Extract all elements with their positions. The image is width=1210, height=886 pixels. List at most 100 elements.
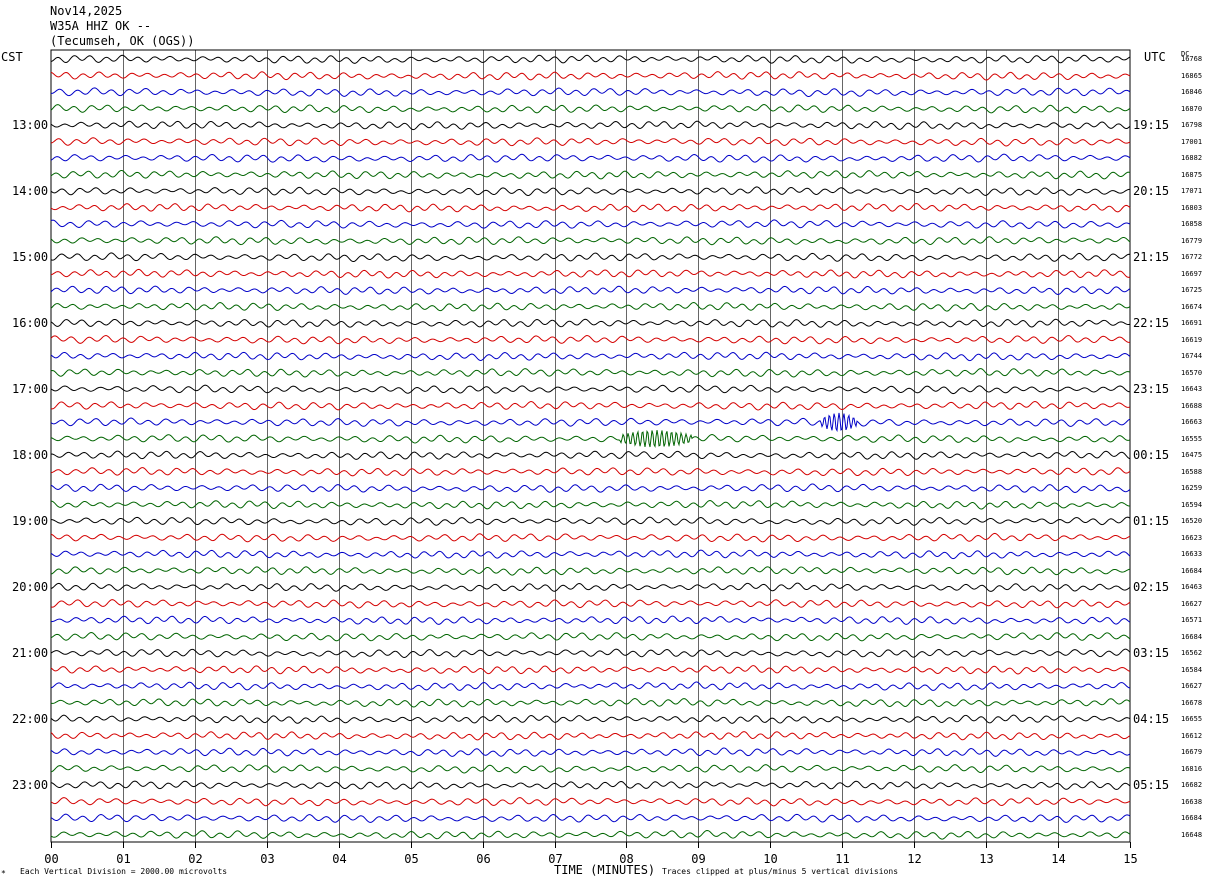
dc-offset-label: 16627	[1181, 599, 1203, 608]
dc-offset-label: 16619	[1181, 335, 1203, 344]
dc-offset-label: 16520	[1181, 517, 1203, 526]
dc-offset-label: 16475	[1181, 451, 1203, 460]
dc-offset-label: 16679	[1181, 748, 1203, 757]
trace-row	[50, 500, 1131, 510]
cst-hour-label: 16:00	[12, 316, 49, 331]
dc-offset-label: 16684	[1181, 814, 1203, 823]
cst-hour-label: 22:00	[12, 712, 49, 727]
trace-row	[50, 186, 1131, 197]
trace-row	[50, 813, 1131, 823]
trace-row	[50, 764, 1131, 774]
x-tick-label: 15	[1123, 852, 1138, 866]
trace-row	[50, 483, 1131, 493]
dc-offset-label: 16772	[1181, 253, 1203, 262]
header-location: (Tecumseh, OK (OGS))	[50, 34, 195, 48]
header-date: Nov14,2025	[50, 4, 123, 18]
dc-offset-label: 16684	[1181, 566, 1203, 575]
x-tick-label: 02	[188, 852, 203, 866]
utc-hour-label: 23:15	[1133, 382, 1170, 397]
x-tick-label: 04	[332, 852, 347, 866]
cst-hour-label: 17:00	[12, 382, 49, 397]
trace-row	[50, 368, 1131, 378]
dc-offset-label: 16259	[1181, 484, 1203, 493]
utc-hour-label: 02:15	[1133, 580, 1170, 595]
header-station: W35A HHZ OK --	[50, 19, 152, 33]
footer-mark: *	[1, 869, 6, 878]
dc-offset-label: 17001	[1181, 137, 1203, 146]
dc-offset-label: 16691	[1181, 319, 1203, 328]
x-tick-label: 07	[548, 852, 563, 866]
cst-axis-label: CST	[1, 50, 23, 64]
cst-hour-label: 20:00	[12, 580, 49, 595]
x-tick-label: 10	[763, 852, 778, 866]
x-tick-label: 01	[116, 852, 131, 866]
x-tick-label: 06	[476, 852, 491, 866]
trace-row	[50, 252, 1131, 263]
dc-offset-label: 16870	[1181, 104, 1203, 113]
cst-hour-label: 23:00	[12, 778, 49, 793]
trace-row	[50, 412, 1131, 433]
trace-row	[50, 268, 1131, 279]
dc-offset-label: 16725	[1181, 286, 1203, 295]
trace-row	[50, 120, 1131, 131]
cst-hour-label: 21:00	[12, 646, 49, 661]
utc-hour-label: 22:15	[1133, 316, 1170, 331]
utc-hour-label: 04:15	[1133, 712, 1170, 727]
dc-offset-label: 16633	[1181, 550, 1203, 559]
dc-offset-label: 16643	[1181, 385, 1203, 394]
x-tick-label: 08	[619, 852, 634, 866]
trace-row	[50, 797, 1131, 807]
dc-offset-label: 16865	[1181, 71, 1203, 80]
utc-hour-label: 03:15	[1133, 646, 1170, 661]
dc-offset-label: 16638	[1181, 797, 1203, 806]
trace-row	[50, 153, 1131, 163]
dc-offset-label: 16744	[1181, 352, 1203, 361]
trace-row	[50, 714, 1131, 724]
plot-frame	[50, 49, 1131, 843]
trace-row	[50, 236, 1131, 246]
trace-row	[50, 104, 1131, 114]
trace-row	[50, 516, 1131, 526]
trace-row	[50, 169, 1131, 180]
trace-row	[50, 582, 1131, 592]
trace-row	[50, 665, 1131, 675]
dc-offset-label: 16697	[1181, 269, 1203, 278]
dc-offset-label: 16779	[1181, 236, 1203, 245]
x-tick-label: 13	[979, 852, 994, 866]
utc-hour-label: 05:15	[1133, 778, 1170, 793]
scale-note: Each Vertical Division = 2000.00 microvo…	[20, 867, 228, 876]
utc-hour-label: 00:15	[1133, 448, 1170, 463]
dc-offset-label: 16798	[1181, 121, 1203, 130]
dc-offset-label: 16571	[1181, 616, 1203, 625]
dc-offset-label: 16875	[1181, 170, 1203, 179]
trace-row	[50, 302, 1131, 312]
dc-offset-label: 16846	[1181, 88, 1203, 97]
dc-offset-label: 16684	[1181, 632, 1203, 641]
dc-offset-label: 16588	[1181, 467, 1203, 476]
trace-row	[50, 71, 1131, 81]
utc-hour-label: 21:15	[1133, 250, 1170, 265]
trace-row	[50, 549, 1131, 560]
x-tick-label: 03	[260, 852, 275, 866]
trace-row	[50, 566, 1131, 576]
dc-offset-label: 16688	[1181, 401, 1203, 410]
utc-hour-label: 20:15	[1133, 184, 1170, 199]
trace-row	[50, 429, 1131, 448]
dc-offset-label: 16663	[1181, 418, 1203, 427]
utc-hour-label: 01:15	[1133, 514, 1170, 529]
x-tick-label: 09	[691, 852, 706, 866]
dc-offset-label: 17071	[1181, 187, 1203, 196]
dc-offset-label: 16562	[1181, 649, 1203, 658]
trace-row	[50, 219, 1131, 229]
dc-offset-label: 16594	[1181, 500, 1203, 509]
trace-row	[50, 54, 1131, 64]
cst-hour-label: 15:00	[12, 250, 49, 265]
trace-row	[50, 615, 1131, 625]
dc-offset-label: 16768	[1181, 55, 1203, 64]
cst-hour-label: 13:00	[12, 118, 49, 133]
cst-hour-label: 19:00	[12, 514, 49, 529]
cst-hour-label: 18:00	[12, 448, 49, 463]
trace-row	[50, 632, 1131, 642]
trace-row	[50, 681, 1131, 691]
